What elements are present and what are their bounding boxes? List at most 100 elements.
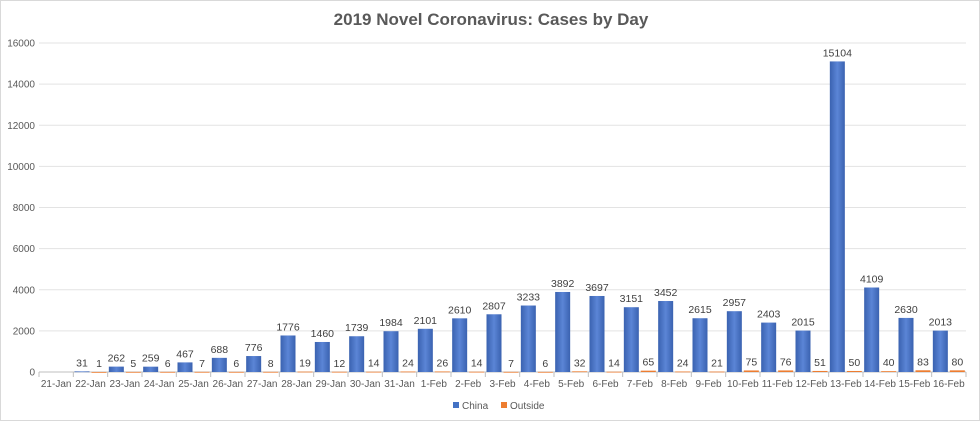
china-bar	[692, 318, 708, 372]
china-data-label: 3233	[517, 292, 541, 304]
china-bar	[829, 61, 845, 372]
china-data-label: 1984	[379, 317, 403, 329]
y-tick-label: 12000	[7, 121, 35, 132]
china-data-label: 15104	[823, 47, 852, 59]
china-bar	[314, 341, 330, 372]
outside-data-label: 80	[951, 356, 963, 368]
outside-data-label: 5	[130, 358, 136, 370]
outside-bar	[881, 371, 897, 372]
outside-bar	[331, 371, 347, 373]
outside-bar	[778, 370, 794, 372]
china-data-label: 2630	[894, 304, 918, 316]
x-tick-label: 6-Feb	[592, 379, 619, 390]
china-bar	[383, 331, 399, 372]
china-bar	[932, 330, 948, 372]
outside-bar	[606, 371, 622, 373]
outside-data-label: 6	[165, 358, 171, 370]
x-tick-label: 11-Feb	[762, 379, 793, 390]
outside-data-label: 6	[542, 358, 548, 370]
x-tick-label: 29-Jan	[316, 379, 347, 390]
x-tick-label: 28-Jan	[281, 379, 312, 390]
x-tick-label: 3-Feb	[489, 379, 516, 390]
x-tick-label: 14-Feb	[864, 379, 896, 390]
china-data-label: 1776	[276, 321, 300, 333]
china-data-label: 3151	[620, 293, 644, 305]
x-tick-label: 12-Feb	[796, 379, 828, 390]
y-tick-label: 0	[29, 368, 35, 379]
outside-bar	[125, 371, 141, 373]
outside-bar	[160, 371, 176, 373]
outside-data-label: 24	[402, 358, 414, 370]
china-data-label: 2013	[929, 317, 953, 329]
legend-swatch-china	[453, 402, 459, 408]
x-tick-label: 30-Jan	[350, 379, 381, 390]
outside-bar	[949, 370, 965, 372]
outside-data-label: 26	[436, 357, 448, 369]
outside-data-label: 65	[642, 357, 654, 369]
outside-bar	[709, 371, 725, 373]
outside-bar	[743, 370, 759, 372]
x-tick-label: 25-Jan	[178, 379, 209, 390]
outside-data-label: 24	[677, 358, 689, 370]
china-bar	[280, 335, 296, 372]
china-data-label: 2610	[448, 304, 472, 316]
outside-data-label: 8	[268, 358, 274, 370]
china-data-label: 262	[108, 353, 126, 365]
outside-bar	[194, 371, 210, 373]
legend-swatch-outside	[501, 402, 507, 408]
outside-bar	[915, 370, 931, 372]
outside-bar	[640, 370, 656, 372]
outside-bar	[812, 370, 828, 372]
china-bar	[623, 307, 639, 372]
x-tick-label: 13-Feb	[830, 379, 862, 390]
x-tick-label: 24-Jan	[144, 379, 175, 390]
china-data-label: 688	[211, 344, 229, 356]
outside-data-label: 40	[883, 357, 895, 369]
x-tick-label: 16-Feb	[933, 379, 965, 390]
outside-data-label: 19	[299, 358, 311, 370]
china-bar	[143, 366, 159, 372]
x-tick-label: 4-Feb	[524, 379, 551, 390]
x-tick-label: 21-Jan	[41, 379, 72, 390]
outside-data-label: 7	[508, 358, 514, 370]
legend-label-china: China	[462, 401, 489, 412]
china-data-label: 31	[76, 357, 88, 369]
outside-data-label: 6	[233, 358, 239, 370]
china-data-label: 3452	[654, 287, 678, 299]
china-bar	[74, 371, 90, 373]
outside-bar	[469, 371, 485, 373]
outside-data-label: 76	[780, 356, 792, 368]
outside-data-label: 50	[848, 357, 860, 369]
china-bar	[795, 330, 811, 372]
x-tick-label: 27-Jan	[247, 379, 278, 390]
china-bar	[555, 291, 571, 372]
china-bar	[658, 301, 674, 372]
china-bar	[452, 318, 468, 372]
outside-data-label: 14	[471, 358, 483, 370]
china-bar	[520, 305, 536, 372]
china-data-label: 2615	[688, 304, 712, 316]
outside-data-label: 14	[368, 358, 380, 370]
x-tick-label: 15-Feb	[899, 379, 931, 390]
y-tick-label: 10000	[7, 162, 35, 173]
china-data-label: 259	[142, 353, 160, 365]
china-bar	[108, 366, 124, 372]
china-bar	[761, 322, 777, 372]
x-tick-label: 1-Feb	[421, 379, 448, 390]
china-data-label: 1460	[311, 328, 335, 340]
china-bar	[589, 295, 605, 372]
y-tick-label: 4000	[13, 285, 36, 296]
china-bar	[486, 314, 502, 372]
outside-data-label: 83	[917, 356, 929, 368]
china-bar	[349, 336, 365, 372]
outside-data-label: 32	[574, 357, 586, 369]
china-data-label: 2957	[723, 297, 747, 309]
x-tick-label: 5-Feb	[558, 379, 585, 390]
china-bar	[898, 317, 914, 372]
outside-bar	[434, 371, 450, 373]
china-data-label: 4109	[860, 274, 884, 286]
outside-data-label: 51	[814, 357, 826, 369]
x-tick-label: 23-Jan	[110, 379, 141, 390]
